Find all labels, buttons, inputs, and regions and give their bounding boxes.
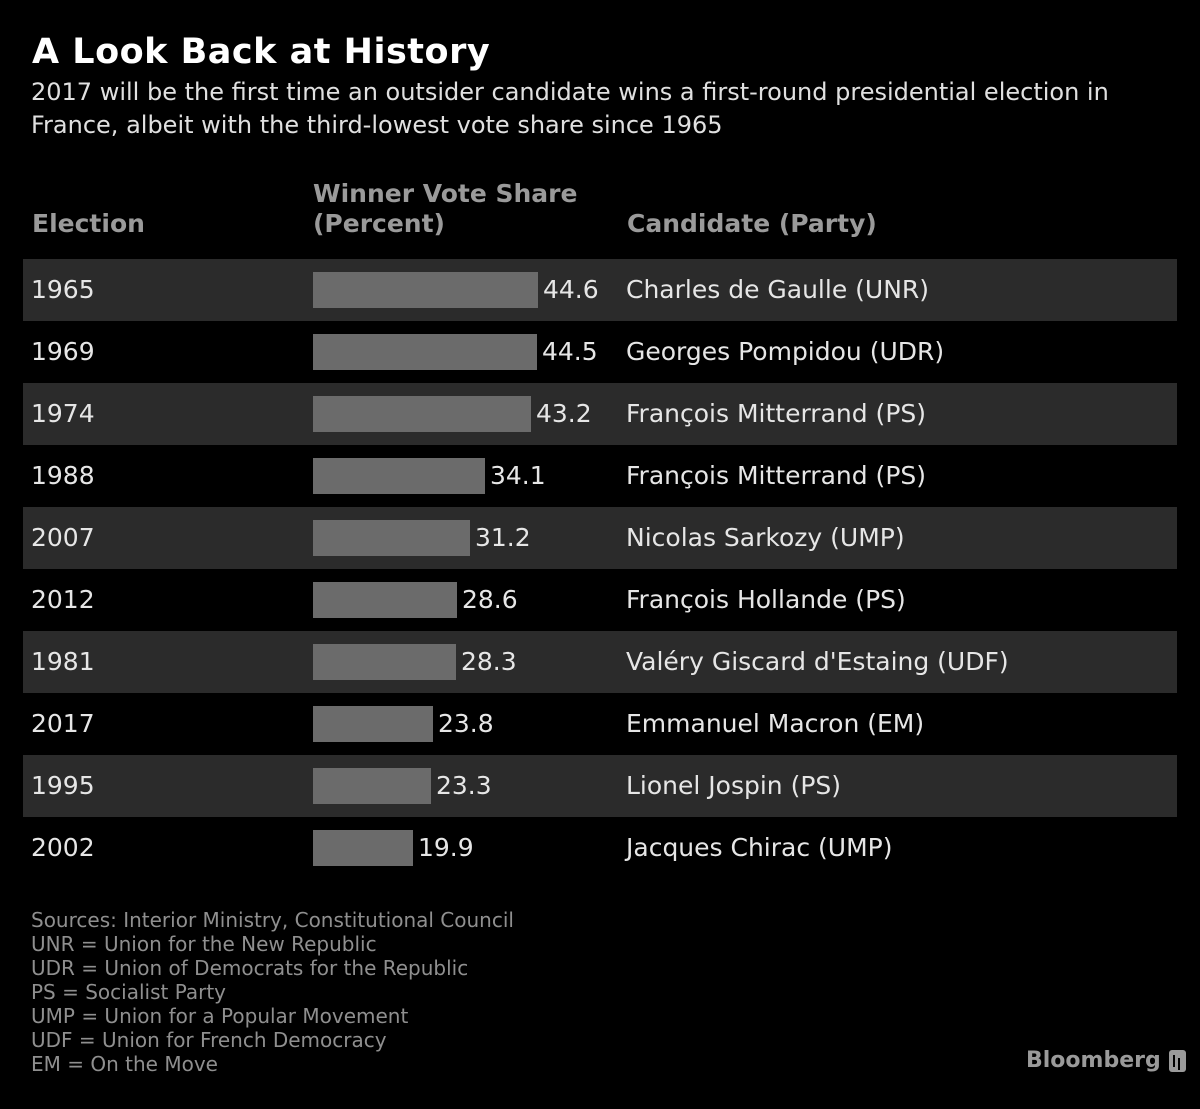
candidate-party: Valéry Giscard d'Estaing (UDF)	[626, 647, 1009, 676]
candidate-party: Nicolas Sarkozy (UMP)	[626, 523, 905, 552]
vote-share-bar	[313, 396, 531, 432]
election-year: 2012	[31, 585, 95, 614]
vote-share-bar	[313, 644, 456, 680]
note-udr: UDR = Union of Democrats for the Republi…	[31, 956, 469, 980]
vote-share-value: 23.3	[436, 771, 492, 800]
vote-share-bar	[313, 272, 538, 308]
election-year: 1995	[31, 771, 95, 800]
candidate-party: François Mitterrand (PS)	[626, 461, 927, 490]
vote-share-value: 28.6	[462, 585, 518, 614]
chart-title: A Look Back at History	[32, 32, 491, 72]
election-year: 1974	[31, 399, 95, 428]
vote-share-value: 34.1	[490, 461, 546, 490]
vote-share-bar	[313, 830, 413, 866]
vote-share-bar	[313, 768, 431, 804]
vote-share-value: 44.5	[542, 337, 598, 366]
election-year: 1969	[31, 337, 95, 366]
election-year: 1988	[31, 461, 95, 490]
table-row: 1995 23.3 Lionel Jospin (PS)	[23, 755, 1177, 817]
election-year: 1965	[31, 275, 95, 304]
column-header-candidate: Candidate (Party)	[627, 209, 877, 238]
note-ps: PS = Socialist Party	[31, 980, 227, 1004]
table-row: 1974 43.2 François Mitterrand (PS)	[23, 383, 1177, 445]
candidate-party: Charles de Gaulle (UNR)	[626, 275, 930, 304]
candidate-party: Jacques Chirac (UMP)	[626, 833, 893, 862]
note-ump: UMP = Union for a Popular Movement	[31, 1004, 409, 1028]
vote-share-value: 28.3	[461, 647, 517, 676]
table-row: 1965 44.6 Charles de Gaulle (UNR)	[23, 259, 1177, 321]
chart-subtitle: 2017 will be the first time an outsider …	[31, 78, 1109, 139]
table-row: 2017 23.8 Emmanuel Macron (EM)	[23, 693, 1177, 755]
bloomberg-logo: Bloomberg	[1026, 1048, 1186, 1073]
election-year: 2002	[31, 833, 95, 862]
table-row: 1988 34.1 François Mitterrand (PS)	[23, 445, 1177, 507]
brand-name: Bloomberg	[1026, 1048, 1161, 1073]
vote-share-bar	[313, 458, 485, 494]
candidate-party: François Mitterrand (PS)	[626, 399, 927, 428]
vote-share-bar	[313, 582, 457, 618]
note-em: EM = On the Move	[31, 1052, 218, 1076]
vote-share-value: 43.2	[536, 399, 592, 428]
note-sources: Sources: Interior Ministry, Constitution…	[31, 908, 514, 932]
note-udf: UDF = Union for French Democracy	[31, 1028, 387, 1052]
vote-share-value: 23.8	[438, 709, 494, 738]
column-header-election: Election	[32, 209, 145, 238]
table-row: 2012 28.6 François Hollande (PS)	[23, 569, 1177, 631]
bloomberg-chart-icon	[1168, 1049, 1186, 1072]
vote-share-bar	[313, 706, 433, 742]
candidate-party: Emmanuel Macron (EM)	[626, 709, 925, 738]
candidate-party: François Hollande (PS)	[626, 585, 906, 614]
table-row: 2007 31.2 Nicolas Sarkozy (UMP)	[23, 507, 1177, 569]
source-notes: Sources: Interior Ministry, Constitution…	[31, 908, 514, 1076]
vote-share-bar	[313, 334, 537, 370]
candidate-party: Lionel Jospin (PS)	[626, 771, 842, 800]
vote-share-value: 19.9	[418, 833, 474, 862]
table-row: 1969 44.5 Georges Pompidou (UDR)	[23, 321, 1177, 383]
election-year: 1981	[31, 647, 95, 676]
vote-share-value: 31.2	[475, 523, 531, 552]
election-year: 2007	[31, 523, 95, 552]
table-row: 2002 19.9 Jacques Chirac (UMP)	[23, 817, 1177, 879]
vote-share-value: 44.6	[543, 275, 599, 304]
note-unr: UNR = Union for the New Republic	[31, 932, 377, 956]
vote-share-bar	[313, 520, 470, 556]
election-year: 2017	[31, 709, 95, 738]
table-row: 1981 28.3 Valéry Giscard d'Estaing (UDF)	[23, 631, 1177, 693]
column-header-vote-share: Winner Vote Share (Percent)	[313, 179, 578, 238]
candidate-party: Georges Pompidou (UDR)	[626, 337, 945, 366]
